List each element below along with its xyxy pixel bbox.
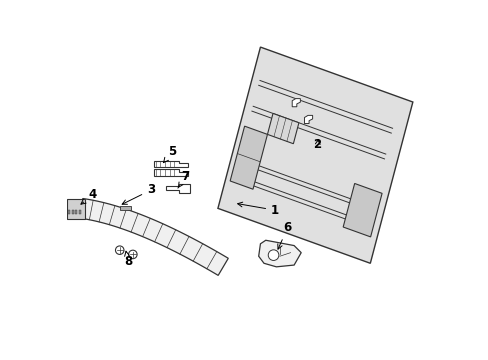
- Text: 4: 4: [81, 188, 97, 204]
- Polygon shape: [267, 113, 298, 144]
- Polygon shape: [258, 240, 301, 267]
- Polygon shape: [343, 184, 381, 237]
- Text: 6: 6: [277, 221, 291, 249]
- Bar: [79, 210, 81, 214]
- Bar: [75, 210, 77, 214]
- Text: 3: 3: [122, 184, 155, 204]
- Text: 2: 2: [313, 138, 321, 151]
- Polygon shape: [230, 126, 267, 189]
- Polygon shape: [154, 161, 187, 167]
- Text: 5: 5: [163, 145, 176, 163]
- Polygon shape: [67, 199, 85, 219]
- Text: 1: 1: [237, 202, 279, 217]
- Polygon shape: [304, 116, 312, 123]
- Polygon shape: [165, 184, 189, 193]
- Polygon shape: [80, 198, 228, 275]
- Circle shape: [128, 250, 137, 259]
- Bar: [68, 210, 70, 214]
- Text: 7: 7: [178, 170, 189, 188]
- Polygon shape: [218, 47, 412, 263]
- Circle shape: [268, 250, 278, 260]
- Polygon shape: [120, 206, 130, 210]
- Polygon shape: [154, 169, 187, 176]
- Circle shape: [115, 246, 124, 255]
- Polygon shape: [292, 99, 300, 107]
- Bar: [71, 210, 74, 214]
- Text: 8: 8: [124, 251, 132, 268]
